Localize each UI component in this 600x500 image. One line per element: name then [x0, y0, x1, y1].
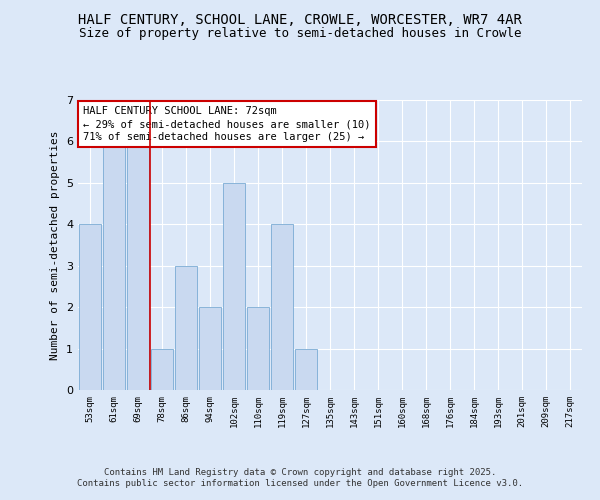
Bar — [271, 224, 293, 390]
Bar — [151, 348, 173, 390]
Text: Size of property relative to semi-detached houses in Crowle: Size of property relative to semi-detach… — [79, 28, 521, 40]
Text: HALF CENTURY, SCHOOL LANE, CROWLE, WORCESTER, WR7 4AR: HALF CENTURY, SCHOOL LANE, CROWLE, WORCE… — [78, 12, 522, 26]
Bar — [295, 348, 317, 390]
Text: HALF CENTURY SCHOOL LANE: 72sqm
← 29% of semi-detached houses are smaller (10)
7: HALF CENTURY SCHOOL LANE: 72sqm ← 29% of… — [83, 106, 371, 142]
Text: Contains HM Land Registry data © Crown copyright and database right 2025.
Contai: Contains HM Land Registry data © Crown c… — [77, 468, 523, 487]
Bar — [247, 307, 269, 390]
Y-axis label: Number of semi-detached properties: Number of semi-detached properties — [50, 130, 61, 360]
Bar — [199, 307, 221, 390]
Bar — [103, 142, 125, 390]
Bar — [127, 142, 149, 390]
Bar — [175, 266, 197, 390]
Bar — [79, 224, 101, 390]
Bar — [223, 183, 245, 390]
